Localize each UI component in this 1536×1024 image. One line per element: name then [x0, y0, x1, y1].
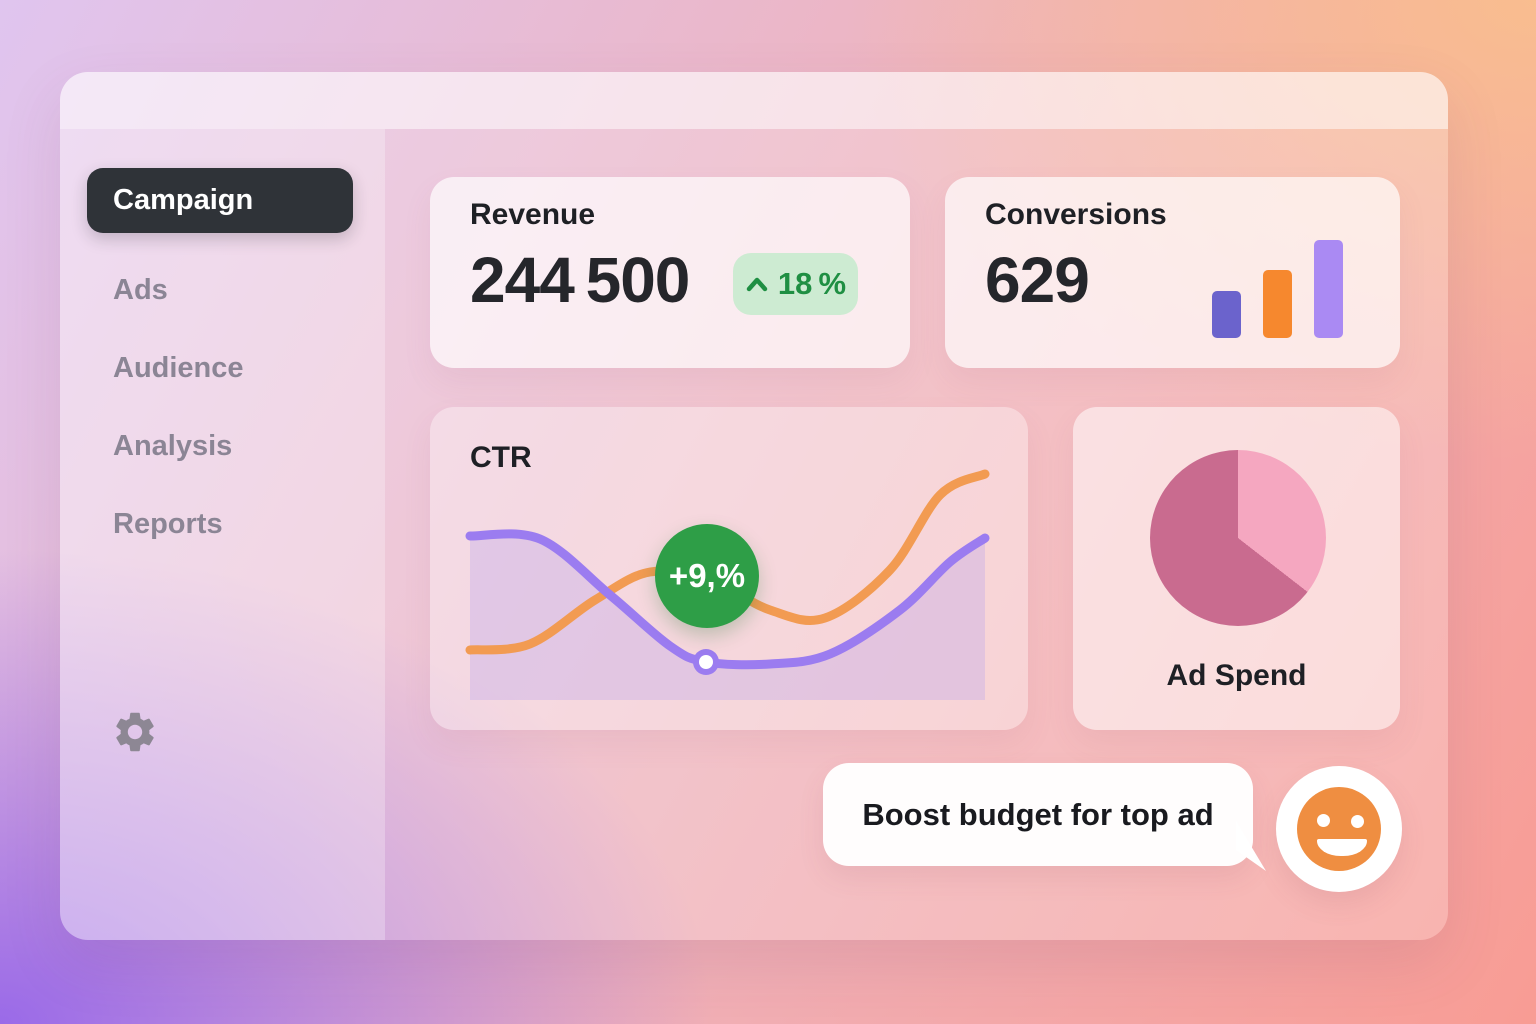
revenue-card: Revenue 244 500 18 % — [430, 177, 910, 368]
sidebar-item-label: Ads — [113, 273, 168, 306]
sidebar: Campaign Ads Audience Analysis Reports — [60, 129, 385, 940]
revenue-value: 244 500 — [470, 244, 690, 316]
dashboard-main: Revenue 244 500 18 % Conversions 629 — [385, 129, 1448, 940]
smiley-mouth — [1317, 839, 1367, 856]
sidebar-item-label: Reports — [113, 507, 223, 540]
assistant-suggestion-bubble[interactable]: Boost budget for top ad — [823, 763, 1266, 871]
conversions-title: Conversions — [985, 198, 1167, 231]
revenue-delta-badge: 18 % — [733, 253, 858, 315]
bubble-tail — [1236, 821, 1266, 871]
smiley-eye-left — [1317, 814, 1330, 827]
arrow-up-icon — [746, 277, 768, 291]
sidebar-item-reports[interactable]: Reports — [60, 485, 385, 563]
smiley-eye-right — [1351, 815, 1364, 828]
ctr-card: CTR +9,% — [430, 407, 1028, 730]
ad-spend-pie — [1150, 450, 1326, 626]
revenue-title: Revenue — [470, 198, 596, 231]
sidebar-item-label: Audience — [113, 351, 244, 384]
conversions-card: Conversions 629 — [945, 177, 1400, 368]
ctr-title: CTR — [470, 441, 532, 474]
conversions-bar — [1212, 291, 1241, 338]
ad-spend-card: Ad Spend — [1073, 407, 1400, 730]
conversions-bar-chart — [1212, 240, 1343, 338]
sidebar-nav-list: Ads Audience Analysis Reports — [60, 251, 385, 563]
conversions-value: 629 — [985, 244, 1090, 316]
smiley-face — [1297, 787, 1381, 871]
sidebar-item-analysis[interactable]: Analysis — [60, 407, 385, 485]
sidebar-item-label: Analysis — [113, 429, 233, 462]
sidebar-item-audience[interactable]: Audience — [60, 329, 385, 407]
app-window: Campaign Ads Audience Analysis Reports — [60, 72, 1448, 940]
smiley-face-icon — [1276, 766, 1402, 892]
ctr-line-chart: +9,% — [465, 450, 990, 705]
sidebar-item-ads[interactable]: Ads — [60, 251, 385, 329]
conversions-bar — [1263, 270, 1292, 338]
ctr-delta-value: +9,% — [668, 557, 746, 594]
ctr-area-fill — [470, 533, 985, 700]
window-body: Campaign Ads Audience Analysis Reports — [60, 129, 1448, 940]
sidebar-item-label: Campaign — [113, 184, 254, 216]
assistant-message: Boost budget for top ad — [862, 796, 1214, 832]
sidebar-item-campaign[interactable]: Campaign — [87, 168, 353, 233]
ctr-marker-dot — [699, 655, 713, 669]
conversions-bar — [1314, 240, 1343, 338]
window-header — [60, 72, 1448, 129]
revenue-delta-value: 18 % — [777, 266, 847, 301]
ctr-delta-badge: +9,% — [655, 524, 759, 628]
gear-icon[interactable] — [111, 708, 159, 756]
ad-spend-label: Ad Spend — [1166, 659, 1307, 692]
ctr-line-current — [465, 529, 990, 670]
